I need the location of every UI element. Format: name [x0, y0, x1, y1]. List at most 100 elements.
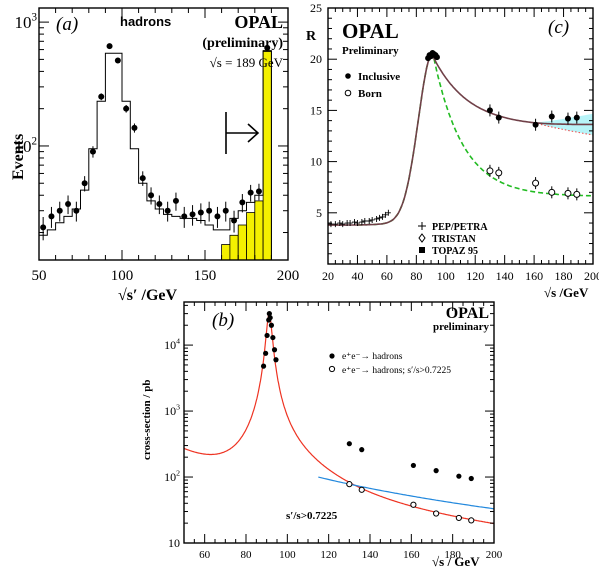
b-data-points: [260, 311, 475, 524]
c-inclusive-point: [573, 114, 580, 121]
b-ytick-label-base: 10: [164, 404, 176, 418]
c-born-point: [532, 179, 540, 187]
c-legend-born: Born: [344, 88, 382, 100]
a-point: [247, 189, 254, 196]
b-legend-inclusive: e⁺e⁻→ hadrons: [329, 352, 403, 362]
c-low-energy-point: [379, 213, 385, 220]
a-ytick-label: 103: [14, 11, 37, 32]
a-point: [172, 197, 179, 204]
c-legend-pep-petra: PEP/PETRA: [418, 222, 488, 233]
b-legend-inclusive-marker: [329, 353, 335, 359]
b-inclusive-point: [263, 350, 269, 356]
b-inclusive-point: [264, 332, 270, 339]
b-inclusive-point: [359, 447, 365, 453]
c-legend-tristan-marker: [418, 233, 426, 243]
c-xtick-label: 60: [381, 269, 393, 283]
a-brand: OPAL: [234, 12, 283, 32]
a-plot-frame: [38, 7, 289, 261]
c-born-point: [495, 169, 503, 177]
b-annotation: s′/s>0.7225: [286, 510, 338, 522]
c-brand: OPAL: [342, 19, 399, 43]
a-cut-arrow: [225, 112, 260, 154]
c-born-point: [486, 167, 494, 175]
c-legend-born-label: Born: [358, 88, 382, 100]
b-ytick-label: 10: [168, 536, 180, 550]
a-filled-histogram: [221, 50, 272, 261]
a-xtick-label: 100: [111, 268, 134, 284]
c-xtick-label: 20: [322, 269, 334, 283]
b-curves: [183, 312, 495, 525]
b-inclusive-point: [456, 473, 462, 479]
a-point: [264, 44, 271, 51]
b-brand: OPAL: [446, 305, 489, 322]
c-low-energy-point: [366, 217, 372, 224]
b-inclusive-point: [273, 357, 279, 363]
a-ytick-label-base: 10: [14, 137, 31, 156]
c-low-energy-point: [352, 219, 357, 226]
b-ytick-label-exp: 3: [176, 403, 180, 412]
a-point: [48, 213, 55, 220]
a-fill-bar: [229, 234, 239, 261]
b-xtick-label: 200: [486, 549, 503, 561]
b-inclusive-point: [268, 322, 275, 328]
c-xlabel: √s /GeV: [544, 285, 589, 300]
a-point: [56, 207, 63, 214]
c-born-point: [573, 190, 581, 198]
c-low-energy-point: [359, 219, 365, 226]
c-born-point: [548, 188, 556, 196]
b-ytick-label-base: 10: [164, 338, 176, 352]
a-data-points: [40, 43, 271, 241]
b-cut-point: [410, 501, 417, 508]
b-inclusive-point: [267, 315, 273, 321]
b-cut-point: [346, 481, 353, 488]
b-xtick-label: 100: [279, 549, 296, 561]
b-inclusive-point: [260, 363, 267, 369]
a-point: [89, 148, 96, 155]
c-plot-frame: [327, 7, 594, 265]
c-legend-inclusive: Inclusive: [345, 71, 400, 83]
a-xlabel: √s′ /GeV: [118, 287, 178, 304]
c-inclusive-point: [495, 114, 502, 121]
c-born-point: [564, 189, 572, 197]
a-xtick-label: 150: [194, 268, 217, 284]
a-point: [214, 213, 221, 220]
b-legend-inclusive-label: e⁺e⁻→ hadrons: [342, 352, 403, 362]
c-low-energy-point: [369, 216, 375, 223]
a-xtick-label: 50: [32, 268, 47, 284]
c-inclusive-point: [564, 115, 571, 122]
a-point: [148, 192, 155, 199]
c-curves: [328, 51, 593, 226]
c-inclusive-point: [433, 54, 440, 61]
a-fill-bar: [237, 224, 247, 261]
a-subtitle: hadrons: [120, 14, 171, 29]
c-legend-pep-petra-marker: [418, 222, 426, 230]
a-point: [65, 200, 72, 207]
c-ytick-label: 20: [310, 52, 322, 66]
c-inclusive-point: [548, 113, 555, 120]
c-panel-label: (c): [548, 17, 569, 38]
b-ytick-label: 102: [164, 469, 180, 484]
c-low-energy-point: [362, 217, 368, 224]
b-cut-point: [468, 517, 475, 524]
a-point: [156, 200, 163, 207]
c-xtick-label: 200: [584, 269, 599, 283]
a-xtick-label: 200: [277, 268, 300, 284]
c-xtick-label: 80: [410, 269, 422, 283]
c-legend-inclusive-label: Inclusive: [358, 71, 400, 83]
a-ytick-label-exp: 2: [31, 135, 37, 147]
c-low-energy-point: [354, 220, 360, 227]
c-low-energy-point: [340, 221, 346, 228]
a-brand-note: (preliminary): [202, 36, 283, 51]
b-xtick-label: 120: [320, 549, 337, 561]
c-low-energy-point: [382, 211, 388, 218]
a-point: [114, 57, 121, 64]
c-band-lower: [533, 122, 594, 136]
c-ytick-label: 25: [310, 1, 322, 15]
b-inclusive-point: [270, 334, 276, 341]
c-low-energy-point: [332, 221, 338, 228]
c-xtick-label: 120: [466, 269, 484, 283]
c-xtick-label: 40: [351, 269, 363, 283]
